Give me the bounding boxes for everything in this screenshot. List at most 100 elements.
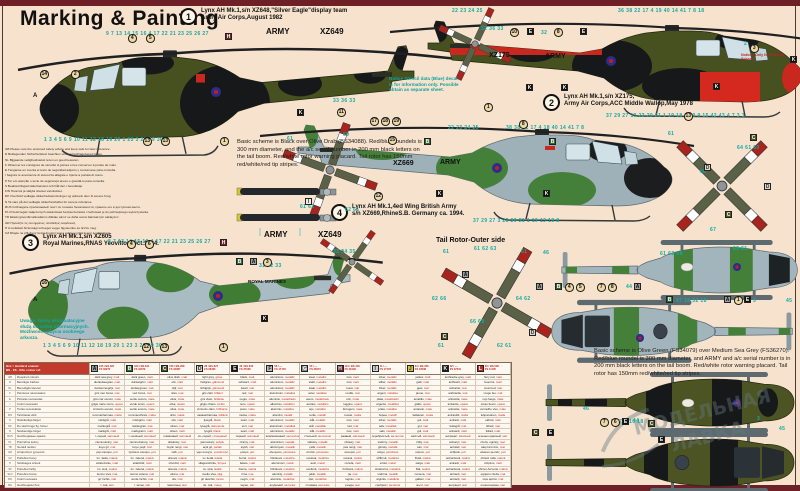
marking-text: ARMY xyxy=(545,53,566,60)
paint-table-cell: hellgrau, glänzend xyxy=(195,380,231,386)
paint-table-cell: hopea, metalli xyxy=(370,412,406,419)
marking-text: A xyxy=(33,93,38,99)
paint-table-cell: fekete, matt xyxy=(230,461,266,467)
callout-run: 63 61 xyxy=(733,246,748,252)
paint-table-cell: ruggine, opaco xyxy=(335,401,371,408)
required-colours-cell: Benötigte Farben xyxy=(16,380,90,386)
paint-table-cell: verde închis, mat xyxy=(125,477,161,483)
circled-number-chip: 3 xyxy=(263,258,272,267)
circled-number-chip: 1 xyxy=(734,296,743,305)
paint-table-cell: anthracite grey, matt xyxy=(440,375,476,381)
safety-line: I Seguire le avvertenze di sicurezza all… xyxy=(5,173,104,178)
circled-number-chip: 5 xyxy=(146,34,155,43)
paint-table-column-header: A 165 / BS-637 FS 36270 xyxy=(90,363,126,375)
paint-table-cell: tm. zelená, matná xyxy=(125,466,161,473)
paint-table-cell: σκουριά, ματ xyxy=(335,450,371,456)
letter-chip: E xyxy=(658,436,665,443)
paint-table-cell: aluminio, metalizado xyxy=(265,396,301,402)
circled-number-chip: 14 xyxy=(40,70,49,79)
paint-table-cell: антрацит, матовый xyxy=(440,434,476,440)
polish-note: Uwaga: Opisy eksploatacyjne służą do cel… xyxy=(20,318,89,341)
circled-number-chip: 5 xyxy=(576,283,585,292)
paint-table-column-header: H 113 / BS-446 FS 30109 xyxy=(335,363,371,375)
paint-table-cell: стомана, металик xyxy=(300,482,336,489)
paint-table-cell: pas rengi, mat xyxy=(335,445,371,451)
paint-table-column-header: J 24 / BS-356 FS 13538 xyxy=(405,363,441,375)
paint-table-cell: srebrny, metalik xyxy=(370,439,406,446)
paint-table-cell: black, matt xyxy=(230,375,266,381)
caption-3: 3 Lynx AH Mk.1,s/n XZ605 Royal Marines,R… xyxy=(22,234,159,251)
paint-table-cell: dark green, matt xyxy=(125,375,161,381)
safety-line: PL Przestrzegać załączonych wskazówek be… xyxy=(5,210,149,214)
paint-table-cell: rozsda, matt xyxy=(335,461,371,467)
paint-table-cell: amarillo, mate xyxy=(405,396,441,402)
circled-number-chip: 12 xyxy=(142,343,151,352)
paint-table-cell: antracita, mate xyxy=(440,396,476,402)
paint-table-cell: gris mar oscuro, mate xyxy=(90,396,126,402)
circled-number-chip: 8 xyxy=(519,120,528,129)
paint-table-cell: ezüst, metál xyxy=(370,461,406,467)
scheme-note-2: Basic scheme is Olive Green (FS34079) ov… xyxy=(594,348,791,377)
language-code-cell: H xyxy=(5,461,16,467)
paint-table-cell: св. сив, гланц xyxy=(195,482,231,489)
paint-chip: G xyxy=(301,365,309,372)
required-colours-cell: Benodigde kleuren xyxy=(16,385,90,392)
paint-chip: B xyxy=(126,365,134,372)
paint-table-cell: verde escuro, mate xyxy=(125,407,161,413)
paint-table-cell: rouille, mat xyxy=(335,391,371,397)
paint-table-cell: antracite, mate xyxy=(440,407,476,413)
language-code-cell: TR xyxy=(5,445,16,451)
paint-table-cell: temno zelena, mat xyxy=(125,472,161,478)
callout-run: 33 36 33 xyxy=(333,98,356,104)
caption-2-number: 2 xyxy=(543,94,560,111)
paint-table-cell: stål, metallic xyxy=(300,418,336,424)
letter-chip: K xyxy=(561,84,568,91)
language-code-cell: F xyxy=(5,391,16,397)
paint-table-cell: žltá, matná xyxy=(405,466,441,473)
language-code-cell: GR xyxy=(5,450,16,456)
letter-chip: E xyxy=(622,418,629,425)
paint-table-cell: mörkgrå, matt xyxy=(90,418,126,424)
circled-number-chip: 8 xyxy=(608,283,617,292)
paint-chip: L xyxy=(476,365,484,372)
stencil-note: Notice Stencil data (Blue) decal is for … xyxy=(389,76,459,93)
circled-number-chip: 1 xyxy=(220,137,229,146)
paint-table-cell: ruginiu, mat xyxy=(335,477,371,483)
letter-chip: C xyxy=(441,333,448,340)
paint-table-cell: jasnoszary, połysk xyxy=(195,439,231,446)
circled-number-chip: 16 xyxy=(40,279,49,288)
letter-chip: D xyxy=(764,183,771,190)
callout-run: 44 xyxy=(626,284,633,290)
paint-table-cell: т. зелен, мат xyxy=(125,482,161,489)
paint-table-cell: сребрист, металик xyxy=(370,482,406,489)
required-colours-cell: Nödvändiga färger xyxy=(16,418,90,424)
paint-table-cell: silber, metallic xyxy=(370,380,406,386)
paint-table-cell: tm. zelená, matná xyxy=(125,455,161,462)
paint-table-cell: rost, matt xyxy=(335,418,371,424)
paint-table-cell: cinzento claro, brilhante xyxy=(195,407,231,413)
paint-chip: J xyxy=(406,365,414,372)
paint-table-cell: roșu aprins, mat xyxy=(475,477,511,483)
circled-number-chip: 1 xyxy=(484,103,493,112)
circled-number-chip: 4 xyxy=(127,240,136,249)
marking-text: A xyxy=(33,297,38,303)
required-colours-cell: Необходими бои xyxy=(16,482,90,489)
paint-code: 11 / — FS 17178 xyxy=(379,364,391,371)
helicopter-3-tail-rotor xyxy=(301,211,404,314)
paint-table-cell: dark sea grey, matt xyxy=(90,375,126,381)
letter-chip: B xyxy=(666,296,673,303)
paint-table-cell: antracit, matt xyxy=(440,461,476,467)
required-colours-cell: Tintas necessárias xyxy=(16,407,90,413)
paint-table-cell: prata, metálico xyxy=(370,407,406,413)
circled-number-chip: 4 xyxy=(565,283,574,292)
paint-table-cell: rezavá, matná xyxy=(335,455,371,462)
paint-table-cell: vaaleanharmaa, kiiltävä xyxy=(195,412,231,419)
callout-run: 9 7 13 14 15 16 4 17 22 21 23 25 26 27 xyxy=(106,31,209,37)
callout-run: 66 68 xyxy=(470,319,485,325)
paint-table-cell: çelik, metalik xyxy=(300,445,336,451)
paint-table-cell: silver, metallic xyxy=(370,375,406,381)
paint-table-cell: ildrød, matt xyxy=(475,428,511,435)
paint-table-cell: grigio mare scuro, opaco xyxy=(90,401,126,408)
paint-table-cell: donkergroen, mat xyxy=(125,385,161,392)
paint-table-cell: anthracite, mat xyxy=(440,391,476,397)
